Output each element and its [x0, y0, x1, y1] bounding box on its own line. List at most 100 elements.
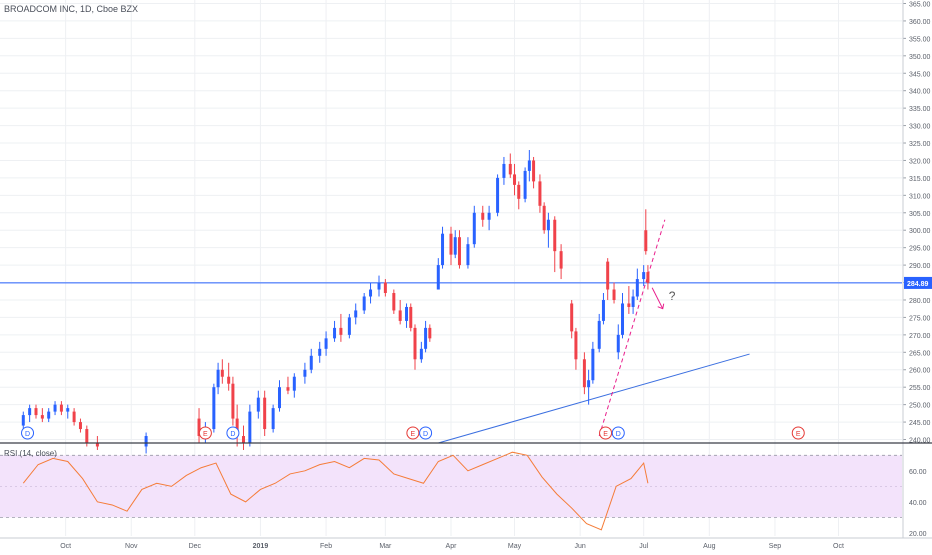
candle-body	[496, 177, 500, 213]
event-marker	[791, 426, 805, 440]
y-tick-label: 355.00	[909, 36, 931, 43]
y-tick-label: 340.00	[909, 89, 931, 96]
x-tick-label: Aug	[703, 543, 716, 550]
candle-body	[419, 348, 423, 360]
x-tick-label: 2019	[253, 543, 269, 550]
candle-body	[256, 397, 260, 412]
last-price-label: 284.89	[907, 281, 929, 288]
candle-body	[292, 376, 296, 391]
candle-body	[574, 331, 578, 360]
candle-body	[95, 443, 99, 447]
trendline	[598, 219, 666, 437]
y-tick-label: 240.00	[909, 438, 931, 445]
candle-body	[309, 355, 313, 370]
rsi-tick-label: 40.00	[909, 500, 927, 507]
candle-body	[47, 411, 51, 419]
candle-body	[570, 303, 574, 332]
candle-body	[517, 184, 521, 199]
candle-body	[354, 310, 358, 318]
event-label: D	[25, 431, 30, 438]
event-marker	[419, 426, 433, 440]
candle-body	[28, 408, 32, 416]
x-tick-label: Jun	[575, 543, 586, 550]
candle-body	[532, 160, 536, 182]
candle-body	[324, 338, 328, 349]
y-tick-label: 345.00	[909, 71, 931, 78]
y-tick-label: 265.00	[909, 350, 931, 357]
y-tick-label: 360.00	[909, 19, 931, 26]
rsi-label: RSI (14, close)	[4, 449, 57, 458]
candle-body	[597, 320, 601, 349]
candle-body	[436, 265, 440, 290]
annotation-question: ?	[669, 289, 676, 303]
event-label: D	[230, 431, 235, 438]
candle-body	[538, 181, 542, 206]
candle-body	[220, 369, 224, 377]
candle-body	[362, 296, 366, 311]
candle-body	[441, 233, 445, 266]
candle-body	[72, 411, 76, 423]
candle-body	[235, 418, 239, 437]
candle-body	[241, 436, 245, 443]
candle-body	[466, 244, 470, 266]
candle-body	[231, 383, 235, 419]
candle-body	[627, 303, 631, 307]
event-label: E	[796, 431, 801, 438]
y-tick-label: 260.00	[909, 368, 931, 375]
candle-body	[513, 174, 517, 185]
candle-body	[413, 327, 417, 360]
candle-body	[21, 415, 25, 426]
candle-body	[263, 397, 267, 430]
x-tick-label: Mar	[379, 543, 392, 550]
candle-body	[631, 296, 635, 307]
x-tick-label: Feb	[320, 543, 332, 550]
candle-body	[377, 282, 381, 290]
event-marker	[599, 426, 613, 440]
trendline	[438, 353, 750, 444]
y-tick-label: 365.00	[909, 1, 931, 8]
y-tick-label: 305.00	[909, 211, 931, 218]
candle-body	[621, 303, 625, 335]
candle-body	[606, 261, 610, 290]
y-tick-label: 350.00	[909, 54, 931, 61]
candle-body	[644, 230, 648, 252]
y-tick-label: 250.00	[909, 403, 931, 410]
y-tick-label: 275.00	[909, 315, 931, 322]
event-label: E	[203, 431, 208, 438]
candle-body	[383, 282, 387, 294]
y-tick-label: 315.00	[909, 176, 931, 183]
candle-body	[616, 334, 620, 353]
candle-body	[369, 289, 373, 297]
trendline-layer	[0, 219, 902, 444]
y-tick-label: 280.00	[909, 298, 931, 305]
candle-body	[542, 205, 546, 231]
candle-body	[197, 418, 201, 437]
x-tick-label: Oct	[833, 543, 844, 550]
y-tick-label: 330.00	[909, 124, 931, 131]
event-label: D	[616, 431, 621, 438]
candle-body	[508, 163, 512, 175]
candle-body	[271, 408, 275, 430]
event-label: E	[603, 431, 608, 438]
y-tick-label: 325.00	[909, 141, 931, 148]
candle-body	[40, 415, 44, 419]
x-tick-label: Jul	[639, 543, 648, 550]
y-tick-label: 295.00	[909, 246, 931, 253]
candle-body	[472, 212, 476, 245]
candle-body	[59, 404, 63, 412]
event-marker	[611, 426, 625, 440]
candle-body	[212, 387, 216, 430]
candle-body	[481, 212, 485, 220]
candle-body	[527, 160, 531, 171]
candle-body	[424, 327, 428, 349]
candle-body	[612, 289, 616, 300]
candle-body	[78, 422, 82, 430]
candle-body	[53, 404, 57, 412]
candle-body	[66, 408, 70, 412]
candle-body	[487, 212, 491, 220]
candle-body	[409, 306, 413, 328]
event-label: D	[423, 431, 428, 438]
